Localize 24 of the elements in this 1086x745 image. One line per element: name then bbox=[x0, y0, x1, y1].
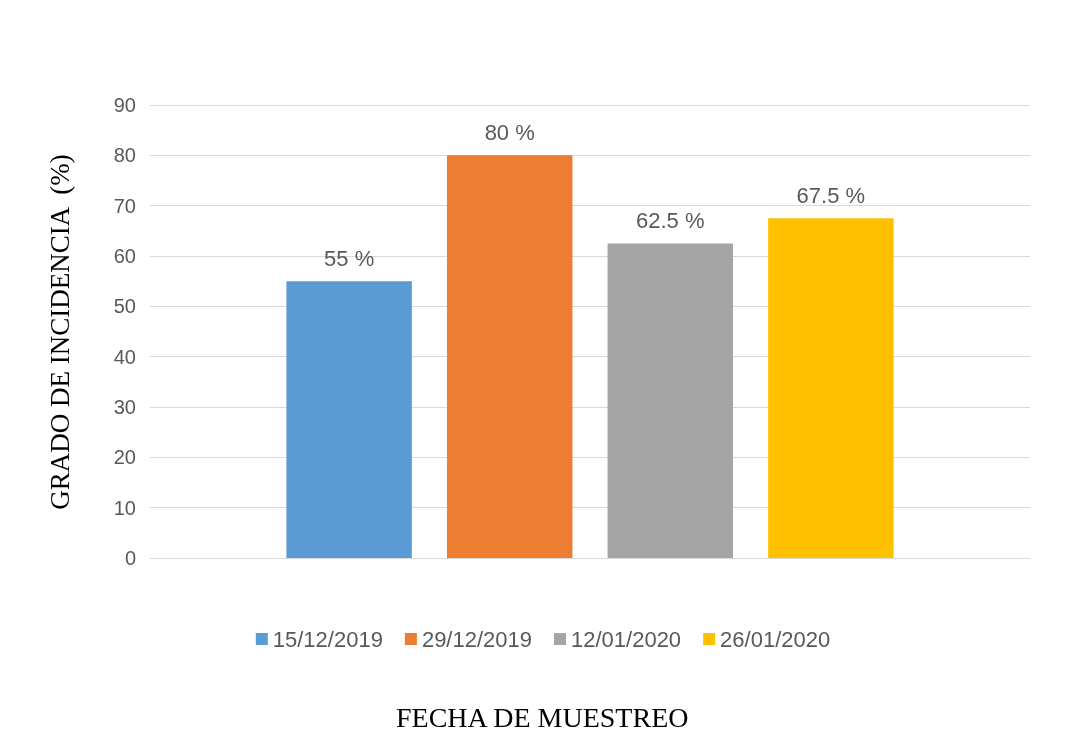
legend-label: 29/12/2019 bbox=[421, 626, 532, 652]
y-tick-label: 60 bbox=[113, 245, 136, 267]
x-axis-title: FECHA DE MUESTREO bbox=[395, 701, 689, 733]
legend-label: 26/01/2020 bbox=[720, 626, 831, 652]
data-label: 55 % bbox=[324, 245, 375, 271]
data-label: 67.5 % bbox=[796, 182, 866, 208]
y-tick-label: 90 bbox=[113, 94, 136, 116]
bar bbox=[286, 281, 412, 558]
bar bbox=[768, 218, 894, 558]
y-tick-label: 50 bbox=[113, 295, 136, 318]
bar bbox=[446, 155, 573, 558]
data-label: 62.5 % bbox=[636, 207, 705, 233]
y-tick-label: 20 bbox=[113, 446, 136, 469]
legend-label: 12/01/2020 bbox=[571, 626, 682, 652]
y-tick-label: 70 bbox=[113, 194, 136, 217]
y-tick-label: 0 bbox=[124, 547, 136, 569]
y-tick-label: 30 bbox=[113, 396, 136, 418]
data-label: 80 % bbox=[484, 119, 535, 145]
y-axis-title: GRADO DE INCIDENCIA (%) bbox=[45, 154, 75, 510]
y-tick-label: 80 bbox=[113, 144, 136, 167]
legend-label: 15/12/2019 bbox=[272, 626, 383, 652]
y-tick-label: 10 bbox=[113, 496, 136, 519]
bar bbox=[607, 243, 734, 558]
y-tick-label: 40 bbox=[113, 345, 136, 368]
